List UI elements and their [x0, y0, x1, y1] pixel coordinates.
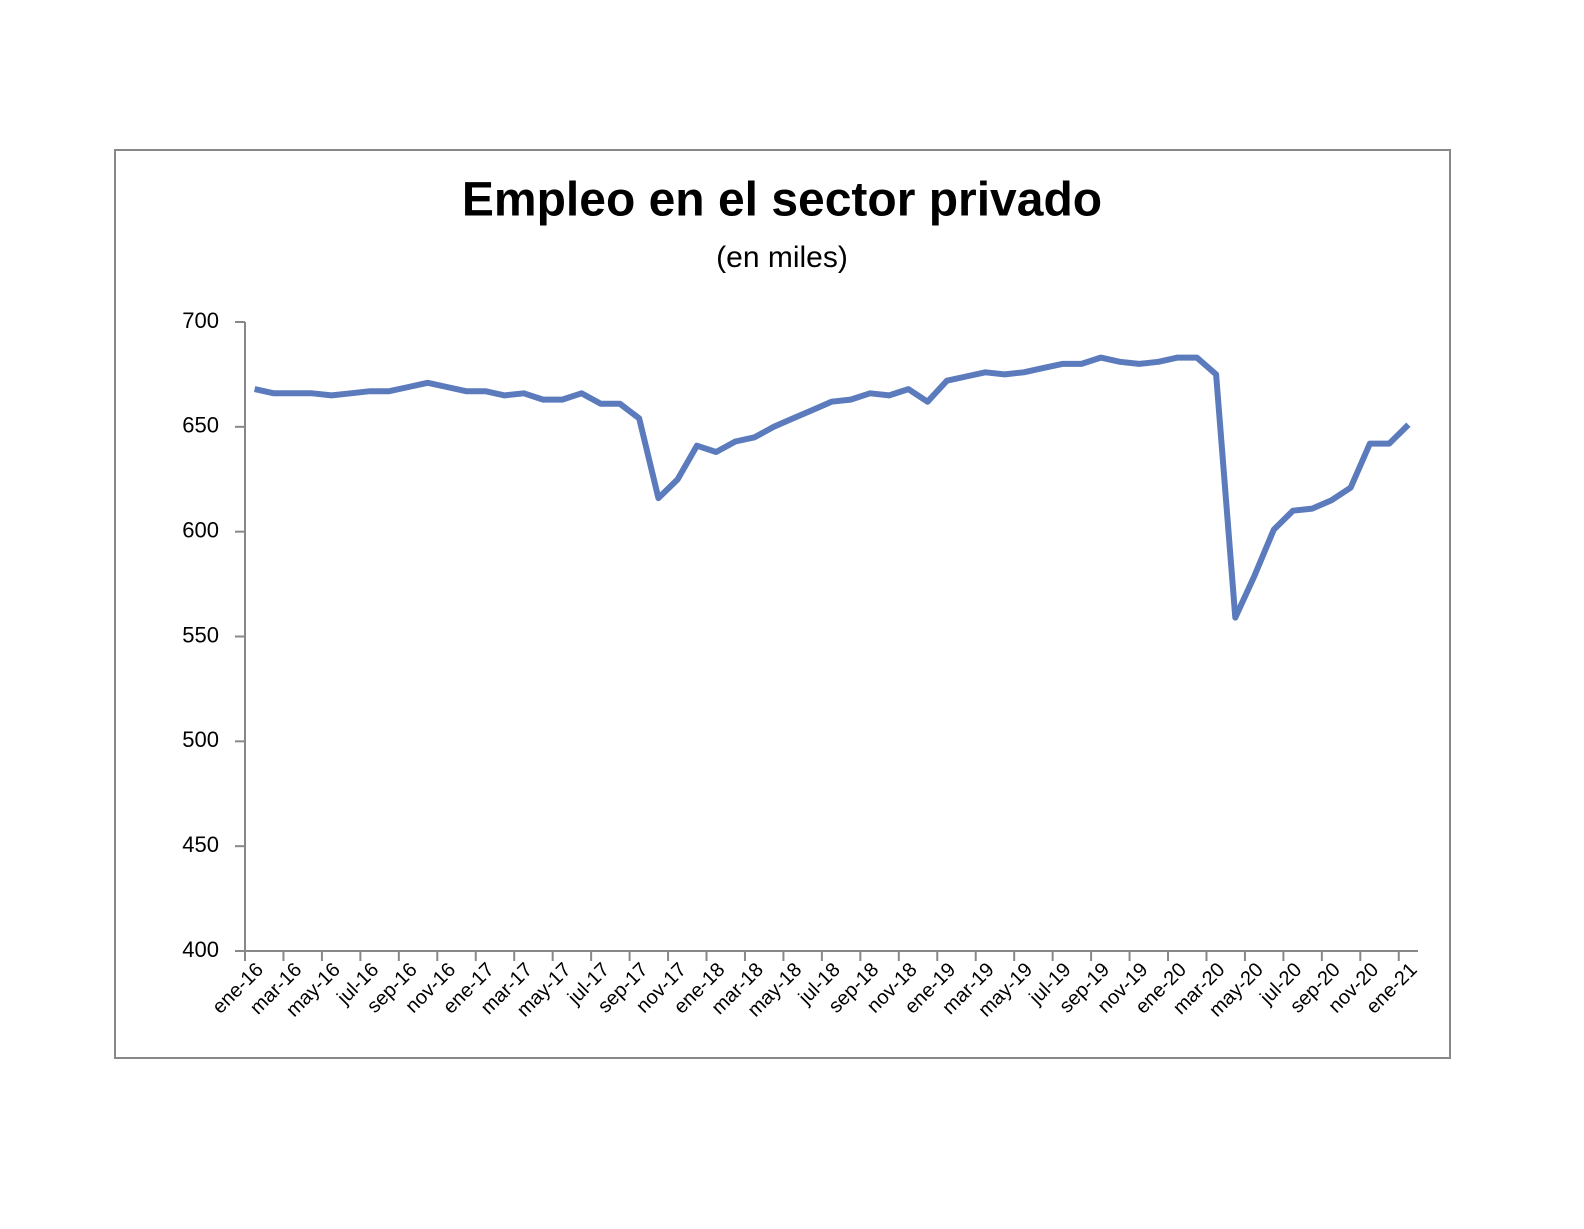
chart-subtitle: (en miles): [716, 241, 848, 274]
y-tick-label: 600: [182, 517, 219, 542]
chart-frame: [114, 149, 1451, 1059]
y-tick-label: 650: [182, 413, 219, 438]
y-tick-label: 400: [182, 937, 219, 962]
chart-title: Empleo en el sector privado: [462, 174, 1102, 227]
y-tick-label: 700: [182, 308, 219, 333]
y-tick-label: 500: [182, 727, 219, 752]
y-tick-label: 550: [182, 622, 219, 647]
line-series: [253, 354, 1411, 621]
y-tick-label: 450: [182, 832, 219, 857]
